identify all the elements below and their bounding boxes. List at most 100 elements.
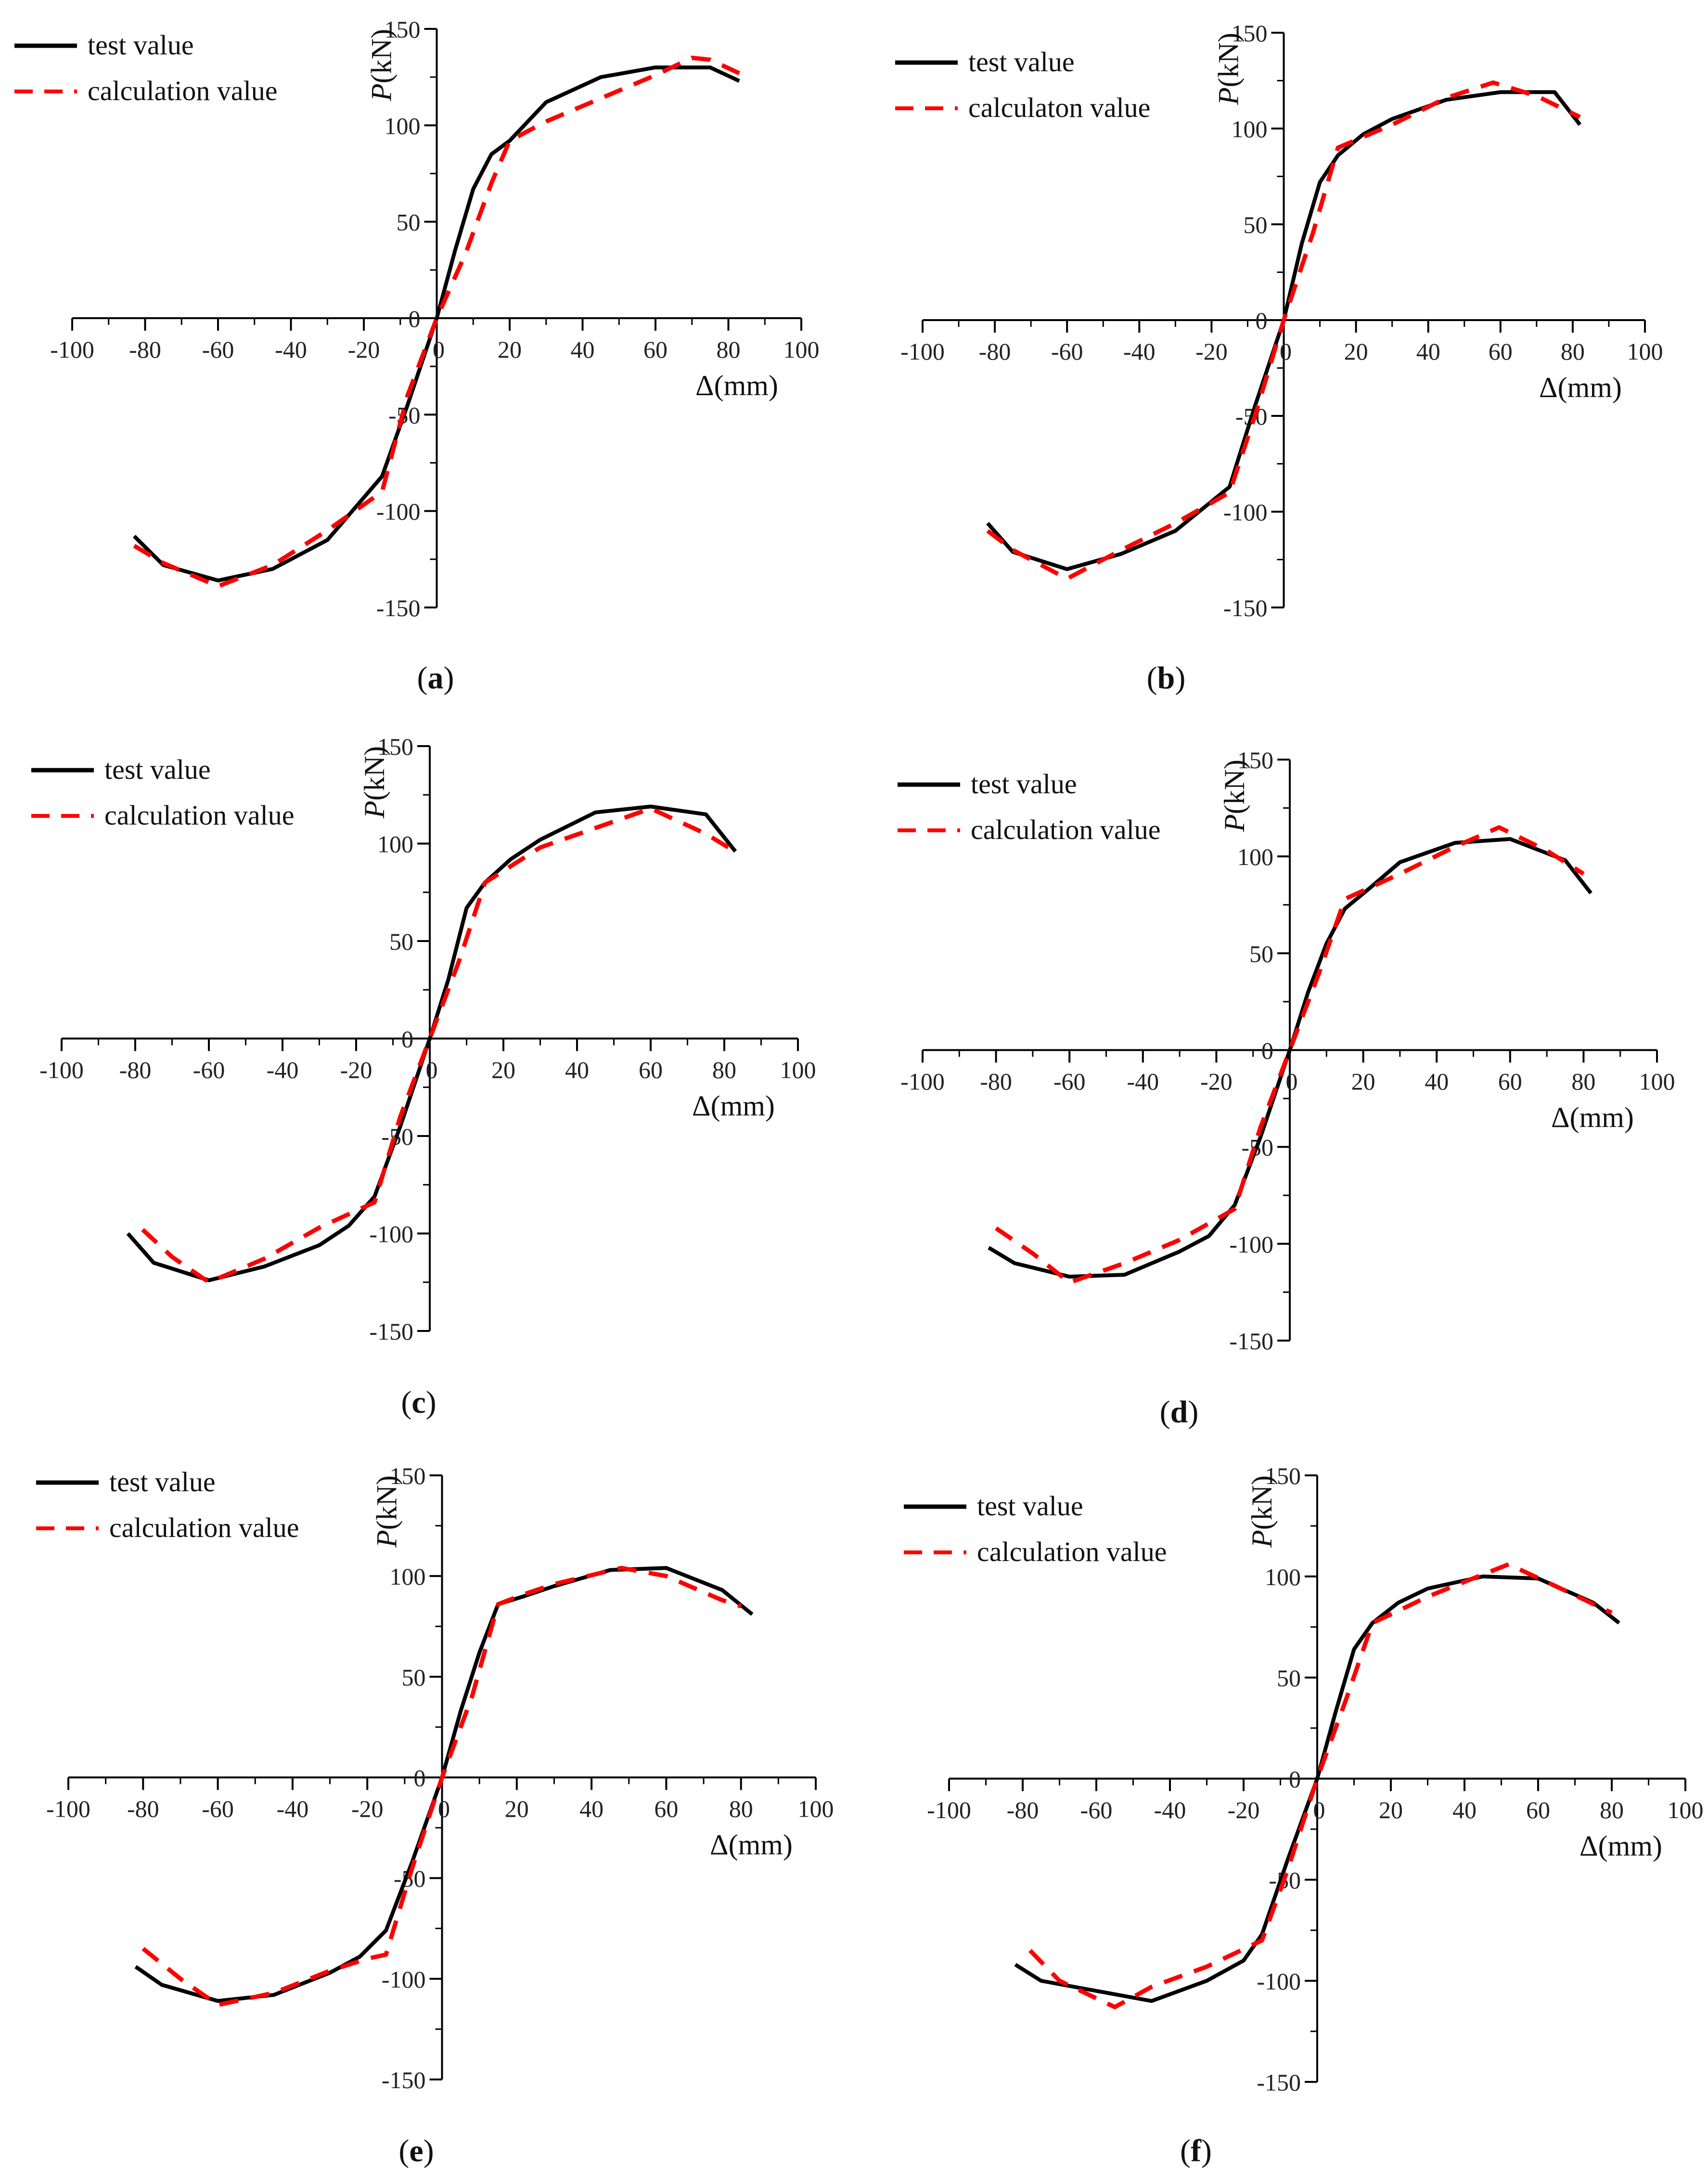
x-tick-label: -100: [927, 1796, 971, 1823]
y-tick-label: -100: [376, 498, 421, 525]
y-tick-label: 150: [1265, 1462, 1301, 1489]
test-series-line: [126, 804, 737, 1282]
panel-label-letter: a: [428, 660, 444, 696]
x-tick-label: 20: [505, 1795, 529, 1822]
panel-label-close: ): [1175, 660, 1185, 696]
x-tick-label: 40: [1416, 338, 1440, 365]
x-tick-label: 60: [643, 336, 668, 363]
legend-label: calculation value: [977, 1536, 1167, 1567]
panel-label-letter: f: [1191, 2133, 1202, 2169]
legend: test value calculaton value: [895, 46, 1150, 123]
x-tick-label: 60: [1498, 1068, 1522, 1095]
panel-label: (a): [417, 660, 454, 696]
x-tick-label: -20: [340, 1057, 372, 1084]
x-tick-label: -20: [1195, 338, 1228, 365]
x-tick-label: 100: [798, 1795, 834, 1822]
y-tick-label: 50: [1249, 940, 1273, 967]
x-tick-label: -60: [1051, 338, 1083, 365]
x-tick-label: 100: [1668, 1796, 1704, 1823]
y-axis-title-symbol: P: [366, 83, 398, 102]
y-tick-label: 100: [377, 831, 413, 858]
y-tick-label: 150: [390, 1462, 426, 1489]
chart-panel-b: -100 -80 -60 -40 -20 0 20 40 60 80 100150100500-50…: [895, 20, 1663, 696]
legend-label: test value: [971, 768, 1077, 800]
panel-label-open: (: [417, 660, 428, 696]
x-tick-label: 100: [1639, 1068, 1675, 1095]
panel-label-close: ): [426, 1385, 437, 1420]
y-axis-title-unit: (kN): [371, 1475, 403, 1530]
panel-label-open: (: [1180, 2133, 1191, 2169]
y-tick-label: 0: [1261, 1037, 1273, 1064]
legend: test value calculation value: [31, 754, 295, 831]
x-tick-label: -20: [348, 336, 380, 363]
x-tick-label: -40: [1127, 1068, 1159, 1095]
y-axis-title-symbol: P: [359, 800, 390, 819]
x-tick-label: -100: [900, 338, 945, 365]
x-tick-label: -20: [1200, 1068, 1233, 1095]
legend-label: calculaton value: [968, 92, 1150, 123]
panel-label-letter: c: [411, 1385, 425, 1420]
panel-label-close: ): [1201, 2133, 1212, 2169]
calculation-series-line: [986, 80, 1581, 581]
chart-panel-a: -100 -80 -60 -40 -20 0 20 40 60 80 100150100500-50…: [14, 16, 820, 696]
x-tick-label: 60: [1526, 1796, 1550, 1823]
x-tick-label: 40: [1425, 1068, 1449, 1095]
y-tick-label: 50: [1244, 211, 1268, 238]
x-tick-label: 80: [1571, 1068, 1595, 1095]
legend: test value calculation value: [898, 768, 1161, 845]
y-tick-label: -100: [1223, 499, 1268, 526]
x-tick-label: 40: [571, 336, 595, 363]
x-tick-label: 0: [1286, 1068, 1298, 1095]
y-tick-label: 0: [1256, 307, 1268, 334]
legend-label: calculation value: [88, 75, 278, 106]
x-tick-label: 80: [1600, 1796, 1624, 1823]
y-tick-label: 150: [1232, 20, 1268, 47]
x-tick-label: 60: [654, 1795, 678, 1822]
x-tick-label: -80: [129, 336, 161, 363]
x-tick-label: 40: [579, 1795, 604, 1822]
y-axis-title-unit: (kN): [1219, 760, 1250, 814]
y-tick-label: 100: [1232, 116, 1268, 142]
y-axis-title: P(kN): [1219, 760, 1250, 832]
panel-label-letter: e: [409, 2133, 423, 2169]
calculation-series-line: [141, 806, 733, 1285]
calculation-series-line: [995, 825, 1585, 1285]
chart-panel-e: -100 -80 -60 -40 -20 0 20 40 60 80 100150100500-50…: [36, 1462, 834, 2169]
x-tick-label: 20: [1351, 1068, 1375, 1095]
legend-label: test value: [968, 46, 1075, 77]
panel-label-open: (: [1160, 1394, 1170, 1430]
test-series-line: [134, 1566, 754, 2003]
x-tick-label: 80: [729, 1795, 753, 1822]
y-tick-label: -150: [382, 2066, 426, 2093]
x-tick-label: 80: [712, 1057, 736, 1084]
x-tick-label: -80: [1007, 1796, 1039, 1823]
y-axis-title: P(kN): [371, 1475, 403, 1548]
x-tick-label: -80: [119, 1057, 152, 1084]
panel-label: (d): [1160, 1394, 1199, 1430]
y-axis-title: P(kN): [366, 29, 398, 102]
y-axis-title-symbol: P: [371, 1530, 403, 1548]
y-tick-label: -100: [1229, 1231, 1273, 1258]
y-tick-label: 100: [1265, 1563, 1301, 1590]
panel-label-letter: d: [1170, 1394, 1188, 1430]
x-tick-label: 0: [1280, 338, 1292, 365]
y-axis-title-unit: (kN): [359, 746, 390, 800]
y-tick-label: 150: [385, 16, 421, 43]
panel-label-close: ): [1188, 1394, 1198, 1430]
legend: test value calculation value: [36, 1466, 299, 1543]
x-tick-label: 0: [1313, 1796, 1325, 1823]
y-tick-label: 0: [414, 1765, 426, 1792]
y-axis-title-symbol: P: [1219, 814, 1250, 832]
legend-label: test value: [109, 1466, 216, 1498]
panel-label: (c): [401, 1385, 436, 1420]
x-tick-label: -100: [46, 1795, 90, 1822]
panel-label-open: (: [398, 2133, 409, 2169]
y-axis-title: P(kN): [1246, 1475, 1278, 1548]
y-axis-title-symbol: P: [1246, 1530, 1278, 1548]
y-tick-label: 50: [389, 928, 413, 955]
x-axis-title: Δ(mm): [1539, 372, 1622, 403]
x-tick-label: -100: [900, 1068, 945, 1095]
x-tick-label: 0: [438, 1795, 450, 1822]
x-tick-label: -20: [351, 1795, 384, 1822]
chart-panel-c: -100 -80 -60 -40 -20 0 20 40 60 80 100150100500-50…: [31, 733, 816, 1420]
